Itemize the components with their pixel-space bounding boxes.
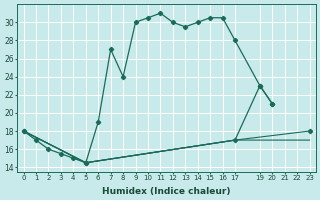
X-axis label: Humidex (Indice chaleur): Humidex (Indice chaleur) [102,187,231,196]
